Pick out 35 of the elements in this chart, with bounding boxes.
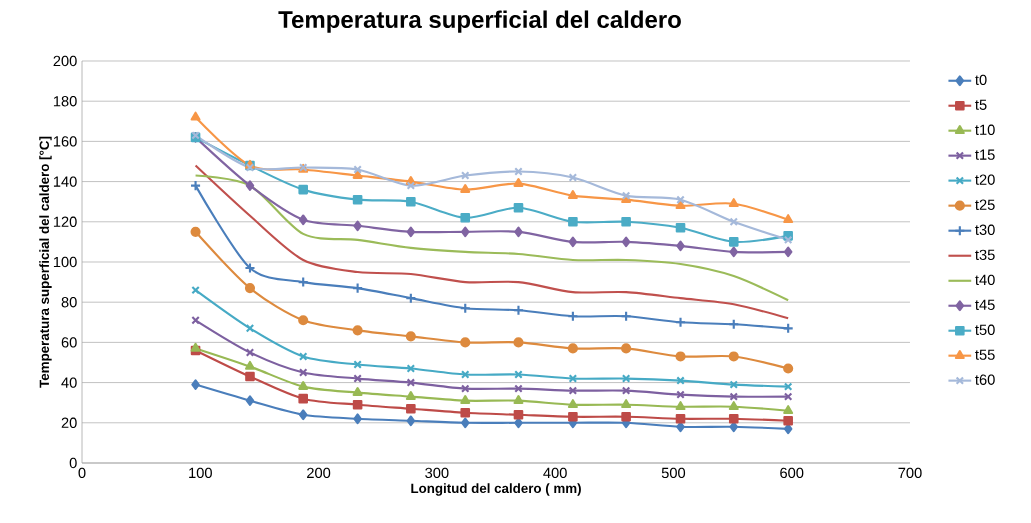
- y-tick-label: 180: [53, 96, 77, 107]
- y-tick-label: 120: [53, 216, 77, 227]
- legend-label: t35: [975, 249, 995, 260]
- x-tick-label: 500: [661, 467, 686, 479]
- y-tick-label: 0: [69, 457, 77, 469]
- legend-label: t15: [975, 149, 995, 160]
- legend-label: t0: [975, 74, 987, 86]
- y-tick-label: 40: [61, 377, 77, 388]
- x-tick-label: 700: [898, 467, 922, 479]
- y-tick-label: 200: [53, 55, 77, 67]
- x-tick-label: 100: [189, 467, 212, 479]
- legend-label: t10: [975, 124, 995, 135]
- y-tick-label: 100: [53, 256, 77, 268]
- legend-label: t50: [975, 324, 995, 335]
- x-tick-label: 300: [425, 467, 449, 479]
- x-axis-title: Longitud del caldero ( mm): [411, 483, 581, 496]
- legend-label: t5: [975, 99, 987, 110]
- x-tick-label: 400: [543, 467, 567, 479]
- legend-label: t25: [975, 199, 995, 210]
- x-tick-label: 200: [307, 467, 331, 479]
- legend-label: t40: [975, 274, 995, 286]
- y-axis-title: Temperatura superficial del caldero [°C]: [39, 136, 52, 388]
- legend-label: t60: [975, 374, 995, 385]
- legend-label: t20: [975, 174, 995, 185]
- y-tick-label: 60: [61, 337, 77, 348]
- y-tick-label: 160: [53, 136, 77, 147]
- legend-label: t55: [975, 349, 995, 360]
- x-tick-label: 0: [78, 467, 86, 479]
- x-tick-label: 600: [780, 467, 804, 479]
- legend-label: t45: [975, 299, 995, 310]
- chart-title: Temperatura superficial del caldero: [278, 10, 681, 33]
- legend-label: t30: [975, 224, 995, 235]
- y-tick-label: 20: [61, 417, 77, 428]
- y-tick-label: 140: [53, 176, 77, 187]
- y-tick-label: 80: [61, 297, 77, 308]
